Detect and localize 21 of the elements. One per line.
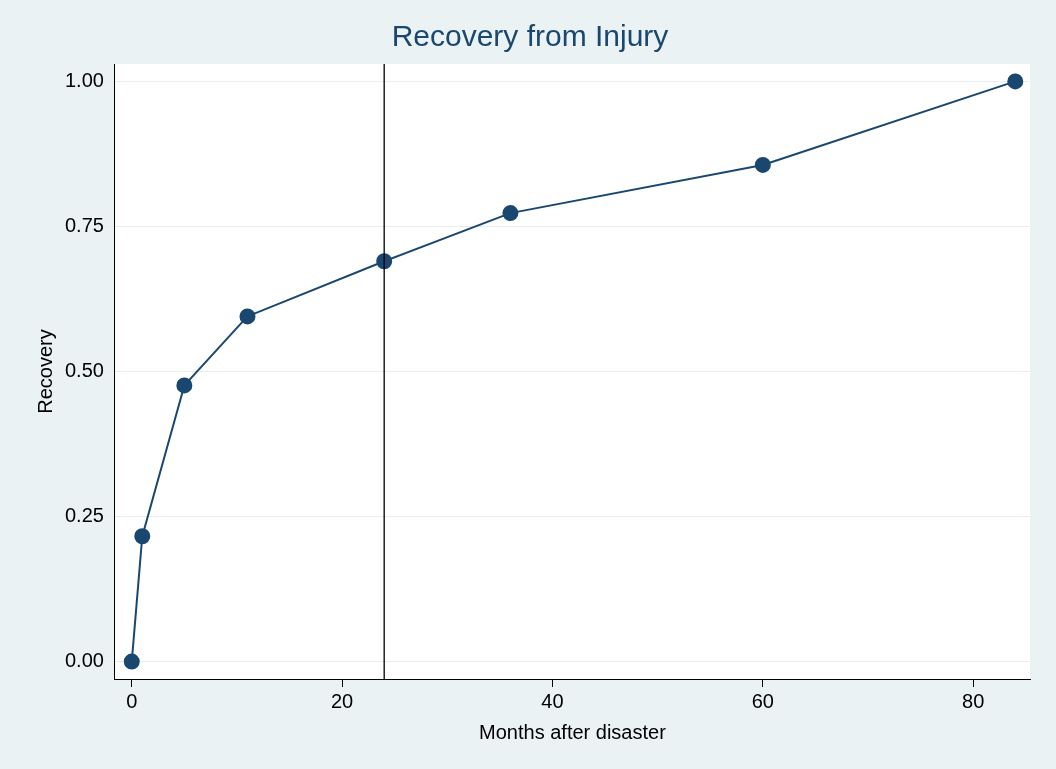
y-tick-label: 0.25: [64, 504, 104, 527]
x-tick-label: 80: [962, 689, 985, 712]
point: [1007, 73, 1024, 90]
point: [502, 205, 519, 222]
x-tick-label: 20: [330, 689, 354, 712]
y-tick-label: 1.00: [64, 68, 104, 91]
y-axis-title: Recovery: [33, 329, 56, 414]
x-tick-label: 60: [751, 689, 774, 712]
x-tick-label: 40: [541, 689, 564, 712]
y-tick-label: 0.75: [64, 213, 104, 236]
point: [123, 653, 140, 670]
chart-title: Recovery from Injury: [391, 19, 669, 53]
point: [176, 377, 193, 394]
x-tick-label: 0: [126, 689, 138, 712]
point: [134, 528, 151, 545]
y-tick-label: 0.50: [64, 359, 104, 382]
y-tick-label: 0.00: [64, 649, 104, 672]
x-axis-title: Months after disaster: [479, 720, 667, 743]
point: [239, 308, 256, 325]
point: [376, 253, 393, 270]
point: [754, 156, 771, 173]
